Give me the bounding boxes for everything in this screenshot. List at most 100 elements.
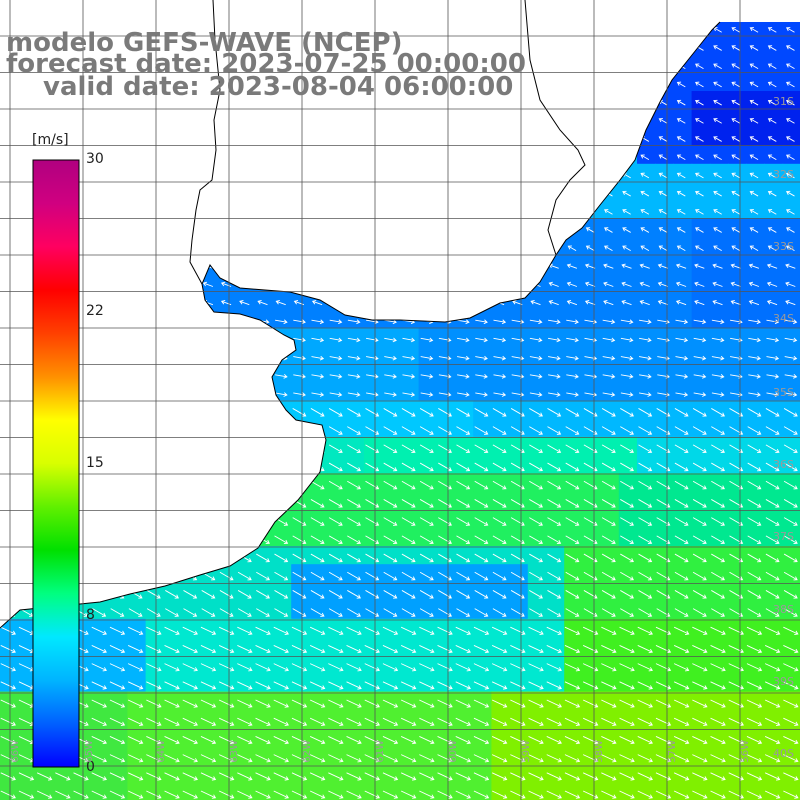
wind-arrow (674, 608, 689, 617)
speed-cell (546, 254, 565, 274)
speed-cell (600, 54, 620, 74)
speed-cell (418, 182, 438, 201)
wind-arrow (166, 263, 177, 269)
wind-arrow (764, 645, 781, 654)
wind-arrow (548, 392, 561, 397)
wind-arrow (237, 480, 252, 490)
wind-arrow (674, 553, 689, 563)
wind-arrow (510, 645, 526, 654)
speed-cell (746, 546, 765, 565)
wind-arrow (674, 444, 689, 454)
speed-cell (72, 109, 92, 128)
wind-arrow (746, 626, 763, 635)
wind-arrow (20, 172, 32, 178)
speed-cell (291, 564, 310, 583)
wind-arrow (148, 190, 159, 196)
wind-arrow (786, 227, 795, 233)
speed-cell (728, 364, 747, 383)
wind-arrow (19, 462, 34, 472)
wind-arrow (419, 480, 434, 490)
speed-cell (564, 345, 583, 365)
speed-cell (473, 527, 492, 547)
wind-arrow (201, 553, 216, 563)
speed-cell (455, 145, 474, 165)
speed-cell (455, 582, 474, 602)
wind-arrow (330, 245, 341, 251)
speed-cell (709, 72, 729, 92)
wind-arrow (548, 136, 559, 142)
speed-cell (145, 182, 165, 201)
speed-cell (455, 254, 474, 274)
speed-cell (637, 582, 656, 602)
wind-arrow (111, 172, 123, 178)
speed-cell (782, 509, 800, 529)
speed-cell (473, 564, 492, 583)
speed-cell (655, 36, 674, 56)
wind-arrow (439, 172, 450, 178)
wind-arrow (366, 245, 377, 251)
speed-cell (582, 527, 602, 547)
speed-cell (163, 418, 183, 438)
speed-cell (273, 564, 292, 583)
wind-arrow (347, 553, 361, 563)
wind-arrow (493, 208, 505, 215)
speed-cell (564, 782, 583, 800)
speed-cell (673, 509, 693, 529)
speed-cell (182, 473, 201, 492)
wind-arrow (165, 426, 179, 435)
speed-cell (637, 400, 656, 420)
wind-arrow (692, 535, 707, 545)
speed-cell (127, 127, 147, 147)
lon-label: 56W (740, 740, 751, 763)
wind-arrow (584, 263, 596, 269)
speed-cell (0, 0, 19, 19)
wind-arrow (92, 517, 107, 526)
wind-arrow (93, 355, 106, 361)
speed-cell (109, 455, 128, 474)
wind-arrow (220, 337, 234, 343)
wind-arrow (619, 626, 635, 635)
wind-arrow (165, 337, 179, 343)
speed-cell (327, 473, 347, 492)
wind-arrow (129, 337, 143, 343)
wind-arrow (713, 190, 722, 197)
wind-arrow (528, 645, 544, 654)
speed-cell (546, 436, 565, 456)
wind-arrow (200, 681, 217, 690)
wind-arrow (585, 227, 595, 233)
wind-arrow (692, 663, 708, 672)
speed-cell (0, 236, 19, 256)
speed-cell (655, 345, 674, 365)
speed-cell (564, 163, 583, 183)
wind-arrow (347, 319, 361, 325)
wind-arrow (510, 480, 525, 490)
wind-arrow (330, 154, 341, 160)
wind-arrow (767, 209, 777, 215)
wind-arrow (146, 571, 161, 581)
speed-cell (200, 782, 219, 800)
speed-cell (273, 182, 292, 201)
speed-cell (782, 236, 800, 256)
speed-cell (509, 218, 529, 238)
speed-cell (491, 364, 511, 383)
wind-arrow (384, 281, 396, 287)
speed-cell (582, 600, 602, 620)
speed-cell (163, 509, 183, 529)
wind-arrow (110, 499, 125, 508)
speed-cell (182, 291, 201, 310)
wind-arrow (128, 480, 143, 490)
wind-arrow (366, 154, 377, 160)
speed-cell (709, 254, 729, 274)
wind-arrow (655, 645, 672, 654)
speed-cell (218, 127, 238, 147)
speed-cell (764, 291, 784, 310)
speed-cell (600, 400, 620, 420)
wind-arrow (311, 319, 325, 325)
wind-arrow (2, 208, 13, 215)
wind-arrow (637, 681, 653, 690)
wind-arrow (421, 172, 432, 178)
speed-cell (327, 527, 347, 547)
speed-cell (345, 509, 365, 529)
speed-cell (418, 254, 438, 274)
wind-arrow (674, 590, 689, 599)
